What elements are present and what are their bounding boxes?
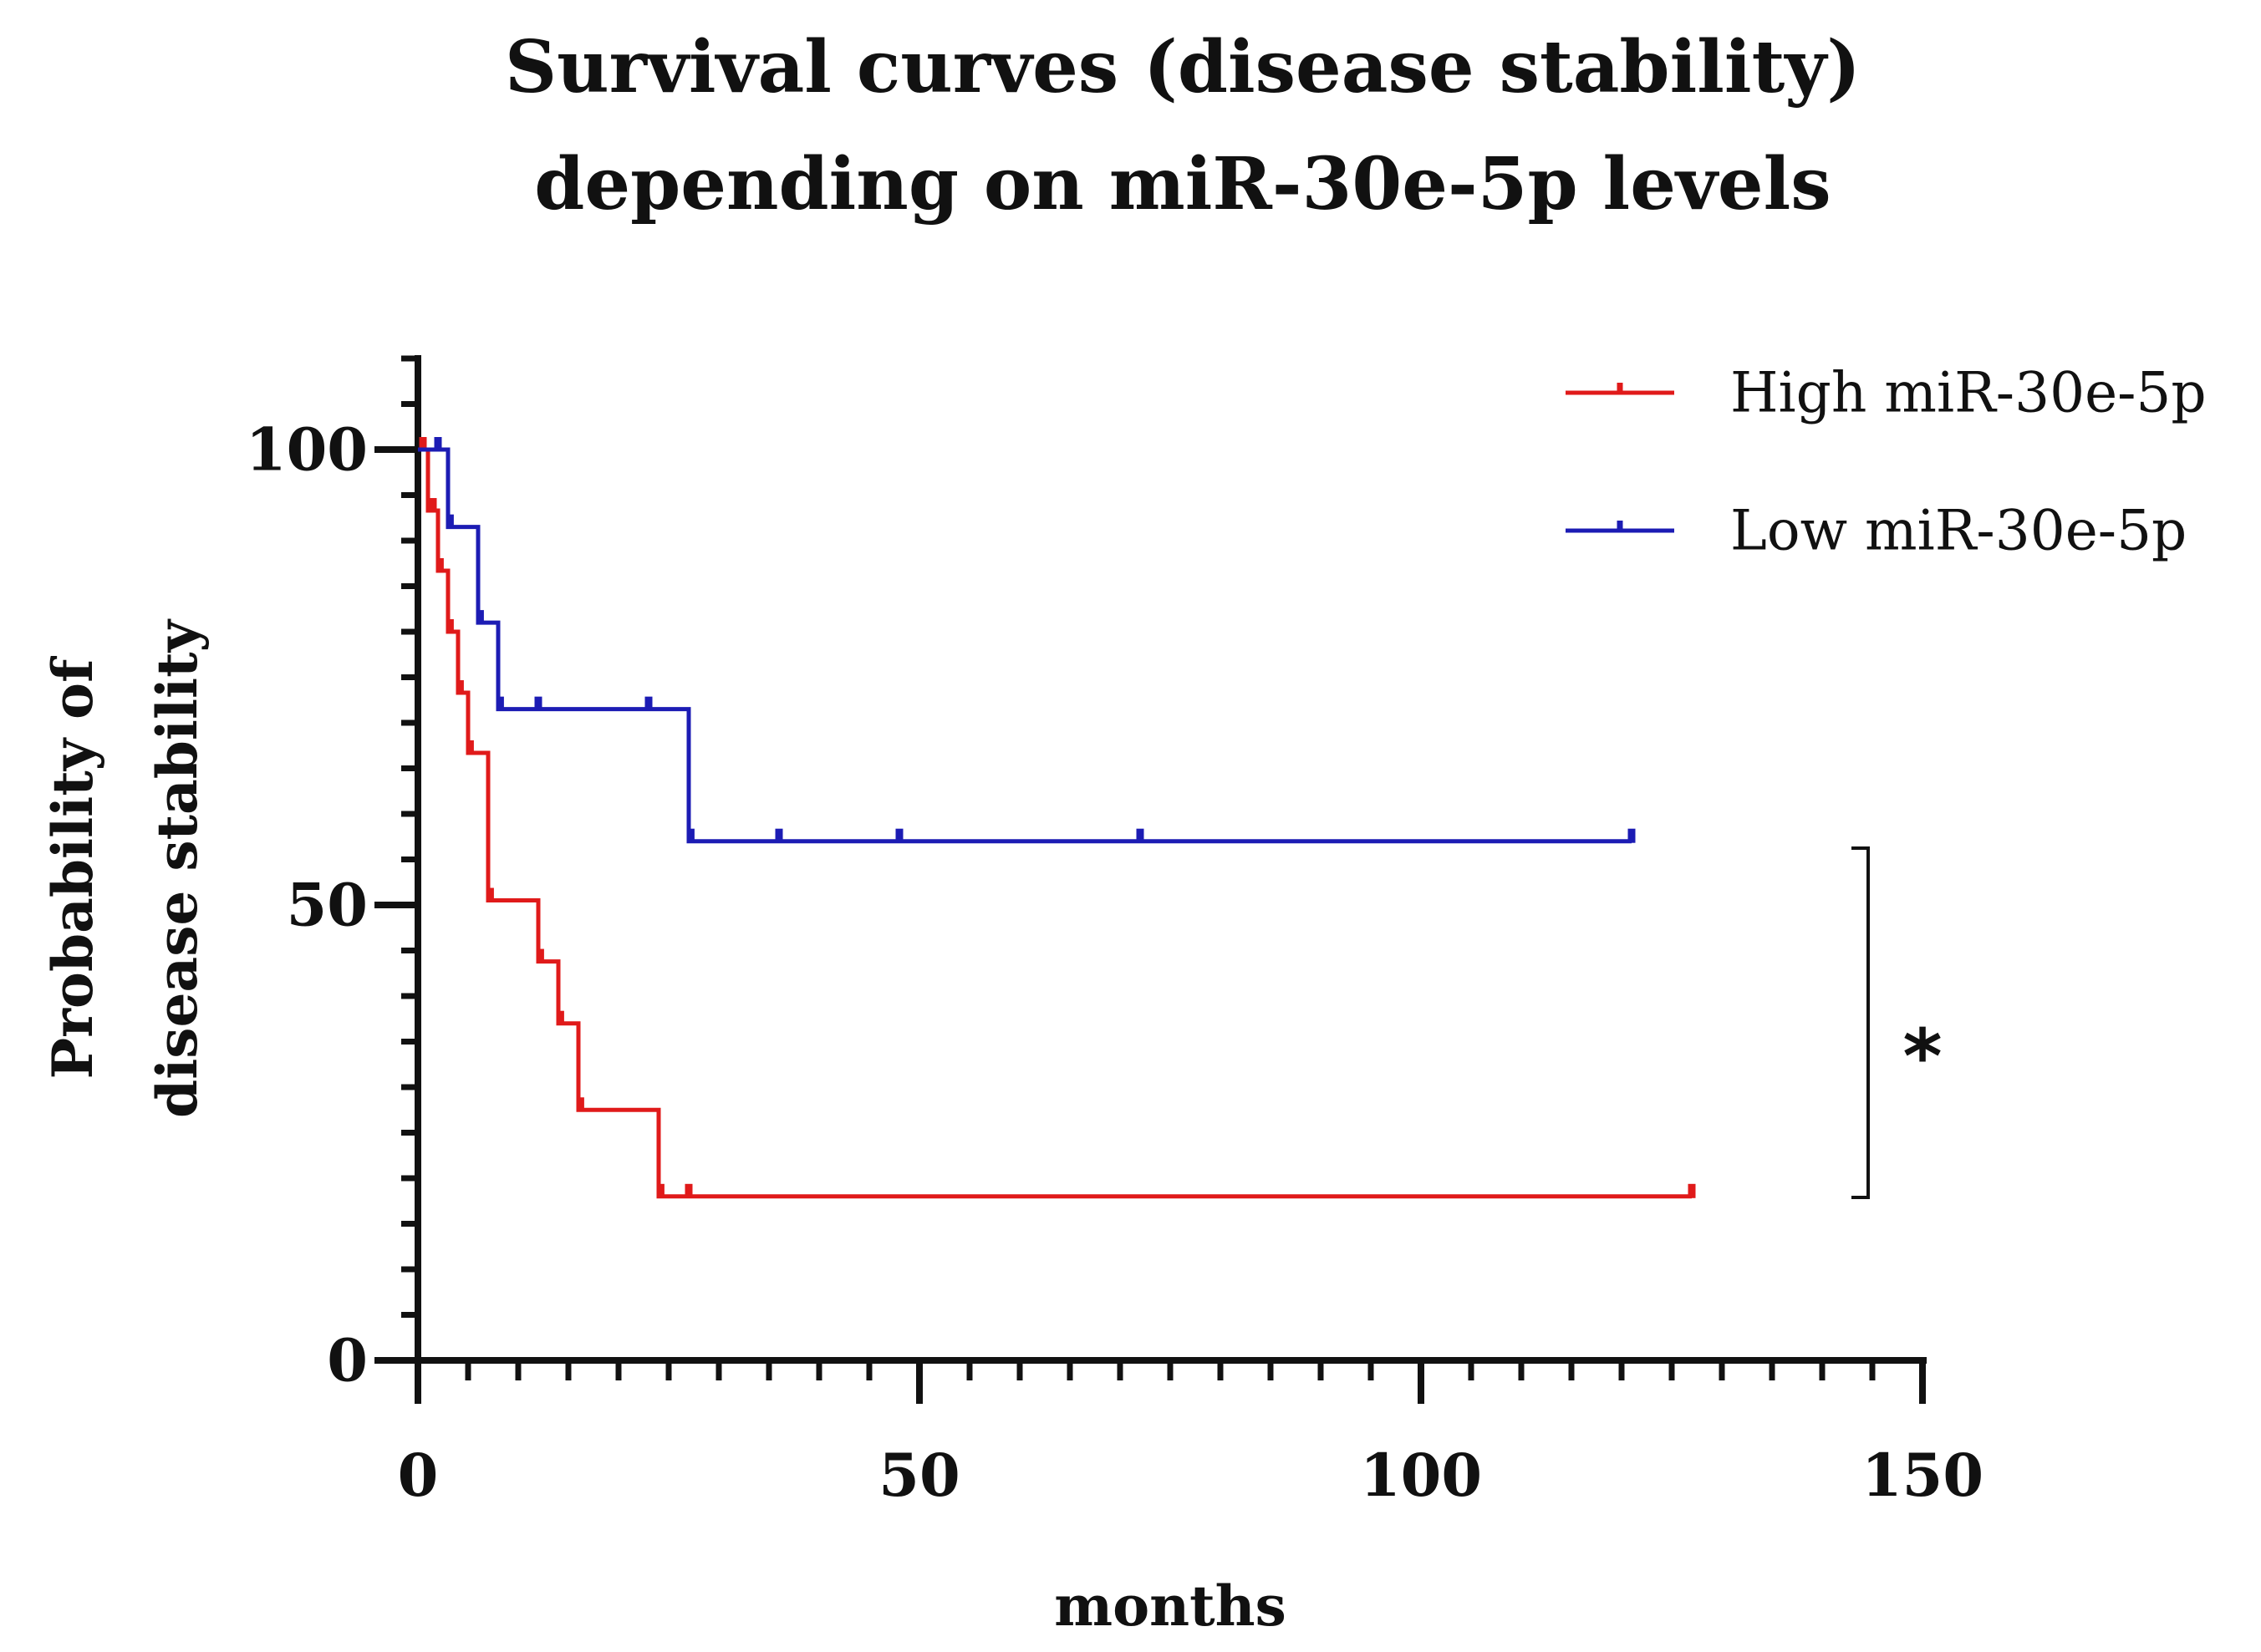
chart-title-line-1: Survival curves (disease stability) [505,25,1861,109]
x-tick-label-100: 100 [1360,1441,1482,1510]
y-axis-label-line-2: disease stability [145,618,210,1118]
x-tick-label-50: 50 [878,1441,960,1510]
y-tick-label-50: 50 [287,871,368,940]
significance-bracket-line [1851,846,1870,1199]
x-tick-labels: 0 50 100 150 [398,1441,1983,1510]
chart-title-line-2: depending on miR-30e-5p levels [534,142,1831,226]
y-tick-label-100: 100 [246,415,368,485]
legend-label-high-mir: High miR-30e-5p [1730,361,2207,425]
y-minor-ticks [401,355,418,1318]
y-major-ticks [374,446,418,1364]
series-line-high-mir [418,447,1692,1199]
x-tick-label-0: 0 [398,1441,439,1510]
legend-item-high-mir: High miR-30e-5p [1566,361,2207,425]
x-major-ticks [415,1360,1926,1404]
series-line-low-mir [418,447,1632,844]
series-low-mir [418,437,1636,844]
x-tick-label-150: 150 [1861,1441,1983,1510]
y-tick-label-0: 0 [327,1326,368,1395]
x-minor-ticks [465,1360,1876,1380]
series-high-mir [418,437,1696,1199]
axes [374,355,1927,1404]
significance-star: * [1902,1014,1942,1101]
legend-label-low-mir: Low miR-30e-5p [1730,499,2187,563]
legend: High miR-30e-5p Low miR-30e-5p [1566,361,2207,563]
y-axis-label-line-1: Probability of [40,656,105,1080]
y-tick-labels: 0 50 100 [246,415,368,1395]
x-axis-label: months [1054,1573,1286,1639]
significance-bracket: * [1851,846,1943,1199]
legend-item-low-mir: Low miR-30e-5p [1566,499,2187,563]
y-axis-label: Probability of disease stability [40,618,210,1118]
